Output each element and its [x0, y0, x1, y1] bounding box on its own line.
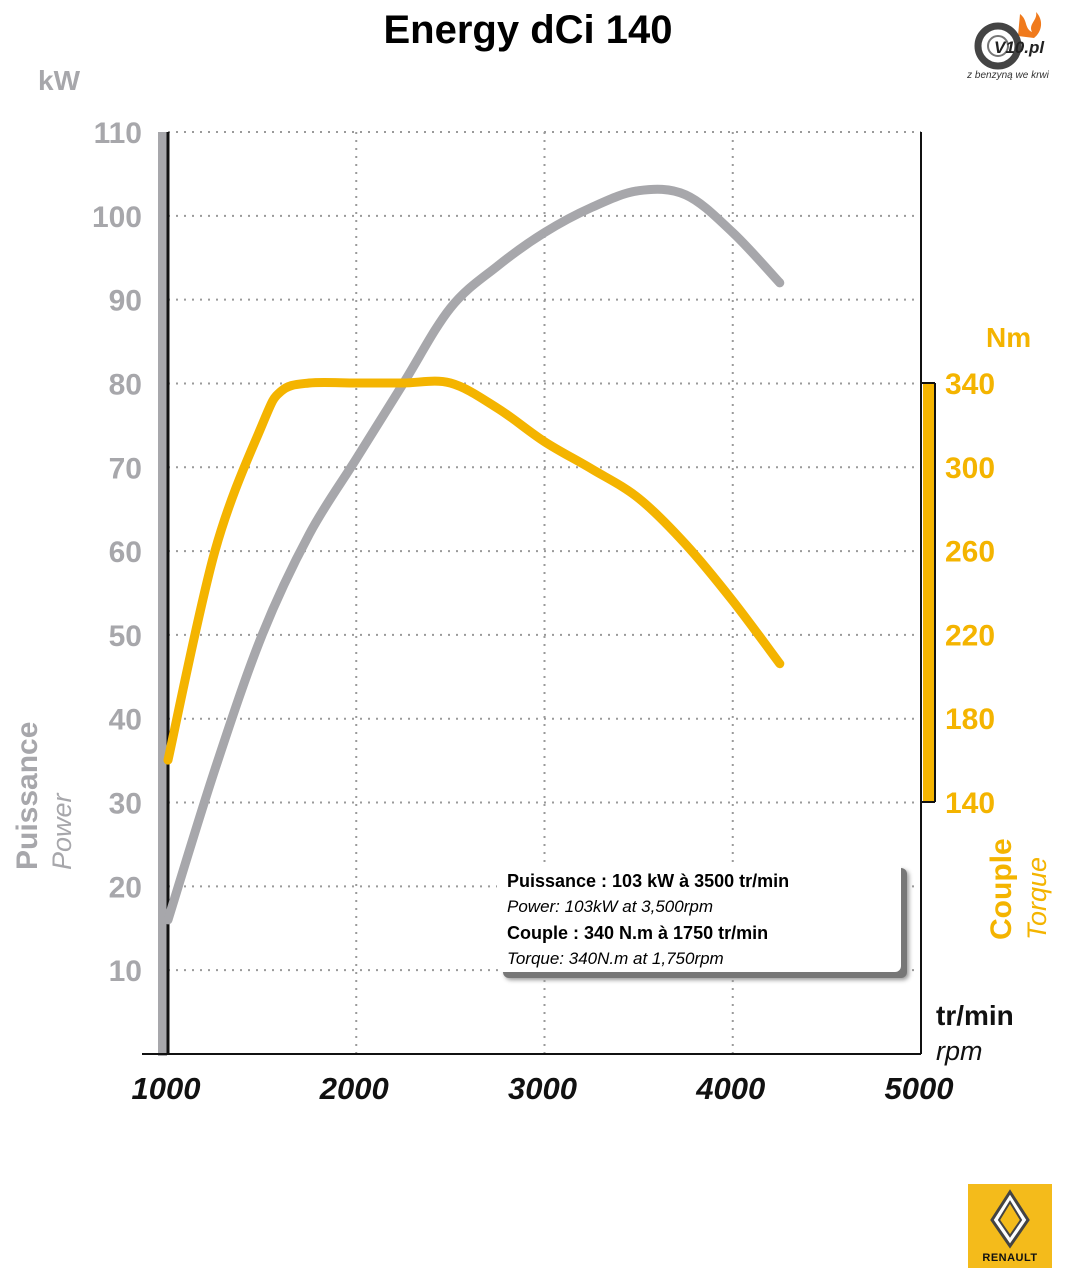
data-point-power	[544, 232, 545, 234]
series-line-power	[163, 184, 785, 925]
data-point-torque	[779, 663, 781, 665]
data-point-power	[685, 194, 687, 196]
data-point-torque	[261, 424, 263, 426]
y-left-tick-label: 110	[94, 117, 142, 150]
data-point-torque	[167, 759, 169, 761]
y-right-tick-label: 340	[945, 368, 995, 401]
y-left-tick-label: 30	[109, 788, 142, 821]
data-point-torque	[355, 382, 357, 384]
data-point-torque	[449, 382, 451, 384]
y-left-tick-label: 60	[109, 536, 142, 569]
data-point-torque	[732, 600, 734, 602]
y-left-tick-label: 80	[109, 368, 142, 401]
data-point-torque	[402, 382, 404, 384]
x-tick-label: 5000	[885, 1071, 954, 1106]
data-point-torque	[544, 441, 545, 443]
data-point-power	[732, 232, 734, 234]
y-left-tick-label: 50	[109, 620, 142, 653]
y-left-tick-label: 10	[109, 955, 142, 988]
data-point-power	[261, 634, 263, 636]
y-left-tick-label: 20	[109, 871, 142, 904]
x-tick-label: 2000	[319, 1071, 389, 1106]
tire-flame-icon	[974, 12, 1042, 70]
annotation-power-en: Power: 103kW at 3,500rpm	[507, 897, 713, 916]
annotation-power-fr: Puissance : 103 kW à 3500 tr/min	[507, 871, 790, 891]
data-point-torque	[685, 543, 687, 545]
data-point-torque	[638, 497, 640, 499]
data-point-torque	[280, 390, 282, 392]
x-tick-label: 1000	[132, 1071, 201, 1106]
y-right-tick-label: 300	[945, 452, 995, 485]
spec-annotation-box: Puissance : 103 kW à 3500 tr/min Power: …	[497, 862, 901, 972]
y-left-tick-label: 40	[109, 704, 142, 737]
left-axis-unit: kW	[38, 65, 81, 96]
annotation-torque-en: Torque: 340N.m at 1,750rpm	[507, 949, 724, 968]
series-line-torque	[163, 376, 785, 765]
annotation-torque-fr: Couple : 340 N.m à 1750 tr/min	[507, 923, 769, 943]
data-point-power	[167, 919, 169, 921]
x-tick-label: 3000	[508, 1071, 577, 1106]
y-left-tick-label: 100	[92, 201, 142, 234]
data-point-torque	[496, 407, 498, 409]
left-axis-title-alt: Power	[47, 792, 77, 870]
data-point-power	[449, 307, 451, 309]
data-point-power	[591, 206, 593, 208]
data-point-power	[779, 282, 781, 284]
data-point-power	[355, 458, 357, 460]
data-point-torque	[214, 550, 216, 552]
renault-diamond-icon	[990, 1189, 1030, 1249]
y-right-tick-label: 220	[945, 619, 995, 652]
y-right-tick-label: 180	[945, 703, 995, 736]
x-axis-label: tr/min	[936, 1000, 1014, 1031]
v10-logo-text: V10.pl	[994, 38, 1045, 57]
engine-curve-chart: 10 20 30 40 50 60 70 80 90 100 110 140 180 220 260 300 3…	[11, 65, 1052, 1106]
y-left-tick-label: 70	[109, 452, 142, 485]
right-axis-title: Couple	[985, 838, 1018, 940]
data-point-torque	[591, 468, 593, 470]
y-right-tick-label: 140	[945, 787, 995, 820]
left-axis-title: Puissance	[11, 722, 44, 870]
data-point-power	[308, 533, 310, 535]
renault-logo-text: RENAULT	[982, 1252, 1038, 1264]
data-point-power	[496, 265, 498, 267]
x-tick-label: 4000	[695, 1071, 765, 1106]
data-point-torque	[308, 382, 310, 384]
data-point-power	[214, 768, 216, 770]
v10-tagline: z benzyną we krwi	[967, 70, 1049, 81]
torque-axis-band	[923, 383, 935, 802]
y-left-tick-label: 90	[109, 285, 142, 318]
y-right-tick-label: 260	[945, 536, 995, 569]
x-axis-label-alt: rpm	[936, 1036, 983, 1066]
v10-logo: V10.pl z benzyną we krwi	[958, 6, 1058, 90]
right-axis-unit: Nm	[986, 322, 1031, 353]
right-axis-title-alt: Torque	[1022, 857, 1052, 940]
renault-logo: RENAULT	[968, 1184, 1052, 1268]
data-point-power	[638, 190, 640, 192]
left-axis-band	[158, 132, 167, 1056]
chart-title: Energy dCi 140	[383, 8, 673, 52]
